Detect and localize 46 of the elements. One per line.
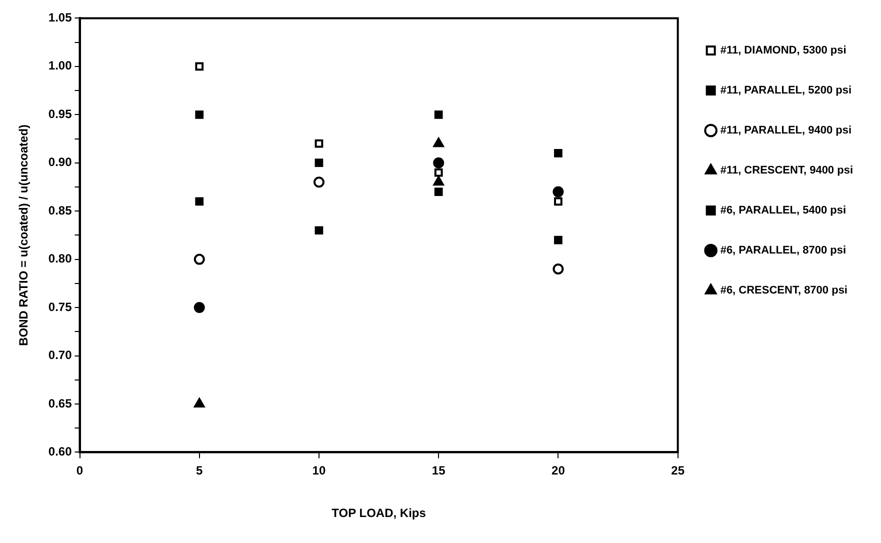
point — [195, 62, 204, 71]
point — [433, 138, 444, 148]
point — [552, 186, 564, 198]
x-tick-label: 20 — [552, 464, 566, 478]
x-tick-label: 15 — [432, 464, 446, 478]
y-tick-label: 0.70 — [48, 348, 72, 362]
legend-label: #11, PARALLEL, 9400 psi — [720, 124, 852, 137]
legend-label: #6, PARALLEL, 8700 psi — [720, 244, 846, 257]
point — [194, 302, 205, 314]
point — [194, 254, 205, 265]
y-tick-label: 0.80 — [48, 252, 72, 266]
point — [434, 188, 443, 196]
legend-label: #6, CRESCENT, 8700 psi — [720, 284, 848, 297]
y-tick-label: 1.00 — [48, 58, 72, 73]
y-tick-label: 0.85 — [48, 203, 72, 218]
point — [552, 263, 564, 274]
y-tick-label: 0.90 — [48, 155, 72, 170]
y-tick-label: 1.05 — [48, 10, 72, 25]
point — [314, 158, 324, 168]
x-tick-label: 0 — [76, 464, 84, 478]
point — [195, 110, 204, 119]
legend-label: #6, PARALLEL, 5400 psi — [720, 204, 846, 217]
point — [554, 197, 562, 206]
x-tick-label: 10 — [312, 464, 326, 478]
point — [314, 139, 324, 148]
legend-label: #11, PARALLEL, 5200 psi — [720, 84, 852, 97]
x-tick-label: 5 — [196, 464, 204, 478]
y-axis-title: BOND RATIO = u(coated) / u(uncoated) — [16, 124, 31, 346]
legend-label: #11, CRESCENT, 9400 psi — [720, 164, 854, 177]
point — [554, 236, 562, 244]
point — [433, 157, 444, 168]
legend-label: #11, DIAMOND, 5300 psi — [720, 44, 846, 57]
point — [313, 176, 324, 188]
point — [194, 398, 205, 408]
y-tick-label: 0.95 — [48, 106, 72, 121]
x-tick-label: 25 — [671, 464, 685, 478]
point — [314, 226, 324, 235]
point — [554, 149, 562, 158]
y-tick-label: 0.60 — [48, 444, 72, 459]
x-axis-title: TOP LOAD, Kips — [332, 506, 426, 520]
y-tick-label: 0.65 — [48, 396, 72, 410]
y-tick-label: 0.75 — [48, 300, 72, 314]
point — [434, 168, 443, 177]
point — [195, 197, 204, 206]
point — [434, 110, 443, 119]
point — [433, 176, 444, 186]
